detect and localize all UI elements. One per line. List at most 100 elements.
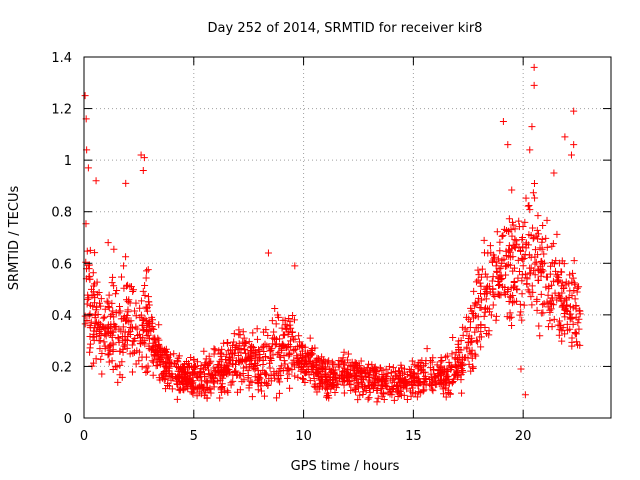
data-point [489, 301, 497, 309]
data-point [119, 323, 127, 331]
data-point [508, 186, 516, 194]
data-point [216, 394, 224, 402]
data-point [229, 360, 237, 368]
data-point [420, 375, 428, 383]
data-point [569, 274, 577, 282]
data-point [384, 369, 392, 377]
data-point [126, 283, 134, 291]
data-point [575, 307, 583, 315]
data-point [489, 273, 497, 281]
data-point [191, 383, 199, 391]
data-point [498, 259, 506, 267]
data-point [566, 314, 574, 322]
data-point [216, 370, 224, 378]
data-point [357, 357, 365, 365]
data-point [148, 324, 156, 332]
data-point [83, 316, 91, 324]
data-point [354, 379, 362, 387]
data-point [89, 333, 97, 341]
data-point [124, 332, 132, 340]
data-point [132, 312, 140, 320]
data-point [546, 299, 554, 307]
data-point [155, 341, 163, 349]
data-point [546, 270, 554, 278]
data-point [162, 348, 170, 356]
data-point [508, 321, 516, 329]
data-point [565, 293, 573, 301]
data-point [106, 330, 114, 338]
data-point [539, 309, 547, 317]
data-point [284, 330, 292, 338]
data-point [437, 376, 445, 384]
data-point [170, 350, 178, 358]
data-point [274, 376, 282, 384]
data-point [566, 271, 574, 279]
data-point [291, 262, 299, 270]
data-point [518, 277, 526, 285]
data-point [517, 308, 525, 316]
data-point [306, 377, 314, 385]
data-point [536, 244, 544, 252]
data-point [90, 327, 98, 335]
data-point [248, 378, 256, 386]
data-point [142, 353, 150, 361]
data-point [458, 353, 466, 361]
data-point [350, 377, 358, 385]
data-point [467, 304, 475, 312]
data-point [266, 364, 274, 372]
data-point [245, 384, 253, 392]
data-point [286, 384, 294, 392]
data-point [203, 394, 211, 402]
data-point [529, 189, 537, 197]
data-point [106, 346, 114, 354]
data-point [569, 320, 577, 328]
data-point [275, 348, 283, 356]
data-point [139, 287, 147, 295]
data-point [470, 287, 478, 295]
data-point [89, 269, 97, 277]
data-point [224, 370, 232, 378]
data-point [459, 331, 467, 339]
data-point [315, 376, 323, 384]
data-point [480, 236, 488, 244]
data-point [155, 321, 163, 329]
data-point [262, 370, 270, 378]
y-tick-label: 0.2 [51, 360, 72, 375]
data-point [485, 327, 493, 335]
data-point [436, 366, 444, 374]
data-point [337, 372, 345, 380]
data-point [109, 307, 117, 315]
data-point [245, 338, 253, 346]
data-point [472, 337, 480, 345]
data-point [200, 347, 208, 355]
data-point [220, 339, 228, 347]
data-point [422, 360, 430, 368]
data-point [140, 154, 148, 162]
data-point [576, 310, 584, 318]
data-point [310, 375, 318, 383]
data-point [238, 378, 246, 386]
data-point [340, 389, 348, 397]
data-point [574, 319, 582, 327]
data-point [409, 369, 417, 377]
data-point [308, 346, 316, 354]
data-point [428, 377, 436, 385]
data-point [106, 312, 114, 320]
data-point [84, 164, 92, 172]
data-point [168, 385, 176, 393]
data-point [173, 357, 181, 365]
data-point [210, 345, 218, 353]
data-point [176, 371, 184, 379]
data-point [511, 225, 519, 233]
data-point [536, 262, 544, 270]
data-point [81, 320, 89, 328]
data-point [352, 384, 360, 392]
data-point [561, 313, 569, 321]
data-point [97, 295, 105, 303]
data-point [137, 297, 145, 305]
data-point [487, 249, 495, 257]
data-point [494, 278, 502, 286]
data-point [318, 377, 326, 385]
data-point [115, 338, 123, 346]
data-point [286, 350, 294, 358]
